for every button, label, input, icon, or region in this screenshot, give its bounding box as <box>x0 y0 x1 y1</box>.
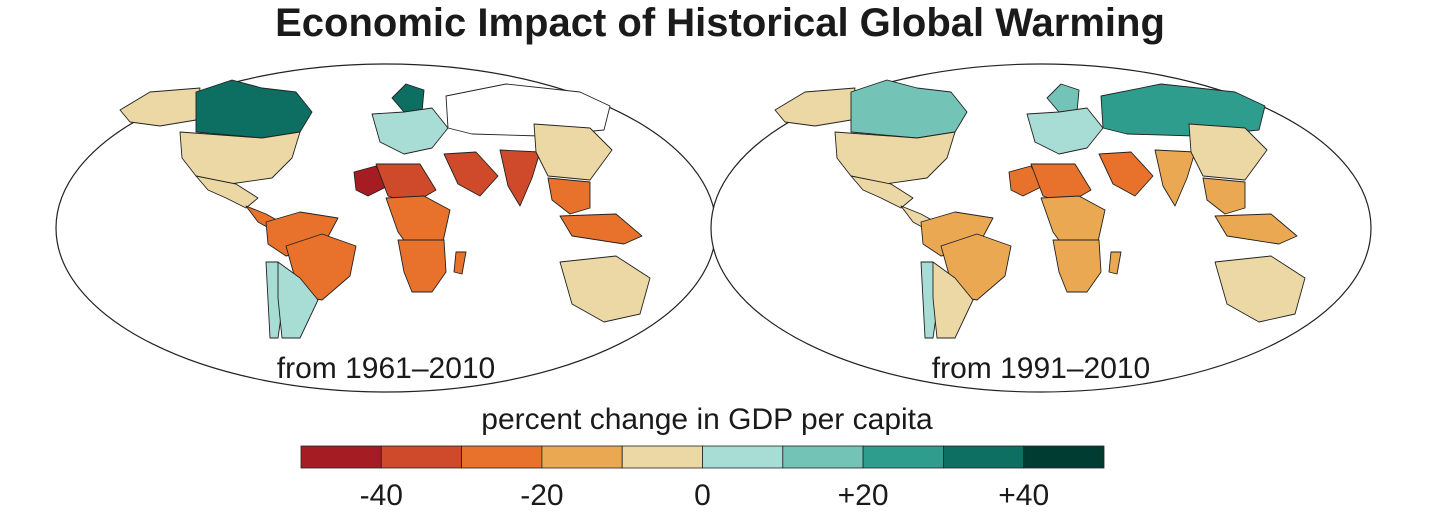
colorbar-bin <box>461 445 543 469</box>
colorbar-bin <box>1023 445 1105 469</box>
region-russia <box>1100 83 1266 137</box>
map-panel-1961-2010: from 1961–2010 <box>55 63 717 393</box>
colorbar-tick-label: -40 <box>359 479 403 512</box>
colorbar-bin <box>782 445 864 469</box>
region-scandinavia <box>1046 83 1080 113</box>
region-arabia <box>1098 151 1154 197</box>
colorbar <box>300 445 1105 469</box>
region-indonesia <box>1214 213 1298 245</box>
region-alaska <box>774 87 856 127</box>
region-australia <box>559 255 651 323</box>
colorbar-tick-label: +40 <box>998 479 1050 512</box>
region-indonesia <box>559 213 643 245</box>
region-europe <box>1026 107 1104 155</box>
region-united-states <box>179 131 301 185</box>
region-india <box>499 149 541 207</box>
colorbar-bin <box>702 445 784 469</box>
map-panel-1991-2010: from 1991–2010 <box>710 63 1372 393</box>
region-argentina <box>277 261 319 339</box>
region-russia <box>445 83 611 137</box>
region-alaska <box>119 87 201 127</box>
region-india <box>1154 149 1196 207</box>
region-canada <box>850 79 968 139</box>
region-madagascar <box>453 251 467 275</box>
colorbar-bin <box>541 445 623 469</box>
region-southeast-asia <box>1202 177 1246 215</box>
region-china <box>533 123 613 181</box>
colorbar-tick-label: +20 <box>837 479 889 512</box>
region-southeast-asia <box>547 177 591 215</box>
map-title: Economic Impact of Historical Global War… <box>275 1 1165 45</box>
region-china <box>1188 123 1268 181</box>
region-europe <box>371 107 449 155</box>
region-scandinavia <box>391 83 425 113</box>
colorbar-tick-label: -20 <box>520 479 564 512</box>
region-argentina <box>932 261 974 339</box>
region-mexico <box>850 175 914 209</box>
legend-title: percent change in GDP per capita <box>481 403 933 436</box>
region-australia <box>1214 255 1306 323</box>
colorbar-bin <box>943 445 1025 469</box>
colorbar-tick-label: 0 <box>694 479 711 512</box>
region-southern-africa <box>1052 239 1102 293</box>
colorbar-bin <box>380 445 462 469</box>
region-arabia <box>443 151 499 197</box>
colorbar-bin <box>862 445 944 469</box>
panel-label: from 1991–2010 <box>932 352 1151 385</box>
region-canada <box>195 79 313 139</box>
panel-label: from 1961–2010 <box>277 352 496 385</box>
colorbar-bin <box>300 445 382 469</box>
region-mexico <box>195 175 259 209</box>
region-united-states <box>834 131 956 185</box>
region-southern-africa <box>397 239 447 293</box>
colorbar-bin <box>621 445 703 469</box>
region-madagascar <box>1108 251 1122 275</box>
